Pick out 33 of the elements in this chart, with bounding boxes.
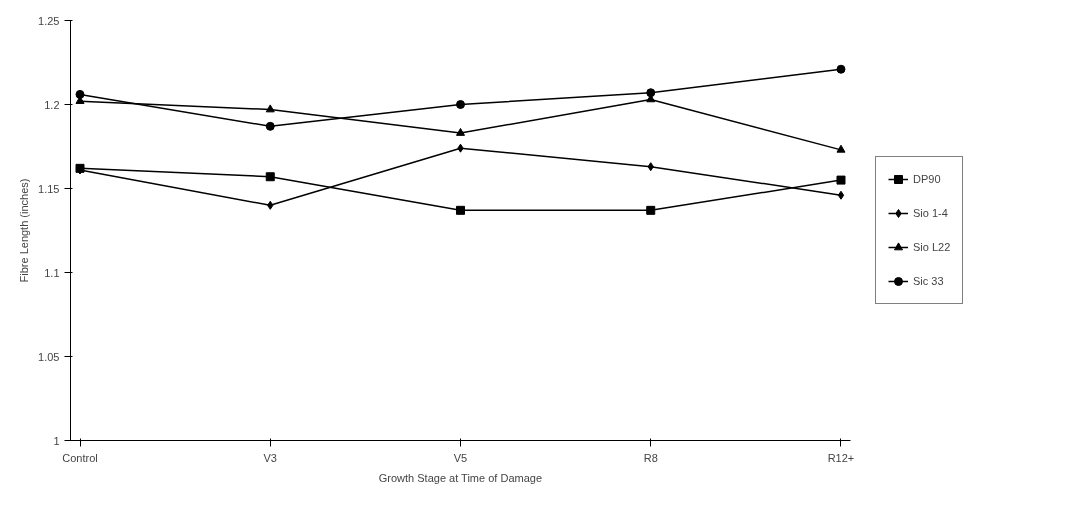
y-tick-label: 1.25 [38,14,60,27]
x-tick-label: V3 [263,451,277,464]
point [646,88,656,98]
point [836,144,846,153]
point [836,175,846,185]
y-tick-label: 1.05 [38,350,60,363]
point [457,143,464,153]
y-tick-label: 1.15 [38,182,60,195]
x-tick-label: R12+ [827,451,855,464]
point [265,172,275,182]
point [75,89,85,99]
legend-label: DP90 [913,173,941,185]
legend-label: Sic 33 [913,275,944,287]
x-axis-title: Growth Stage at Time of Damage [378,471,543,484]
point [647,162,654,172]
legend-label: Sio L22 [913,241,951,253]
point [456,127,465,136]
x-tick-label: Control [62,451,98,464]
y-axis-title: Fibre Length (inches) [18,178,31,283]
point [837,190,845,200]
point [265,121,275,131]
point [265,104,275,113]
y-tick-label: 1 [53,434,60,447]
legend-label: Sio 1-4 [913,207,948,219]
point [646,205,656,215]
point [267,200,274,210]
y-tick-label: 1.1 [44,266,60,279]
x-tick-label: V5 [453,451,468,464]
point [456,205,465,215]
x-tick-label: R8 [643,451,658,464]
y-tick-label: 1.2 [44,98,60,111]
point [456,100,465,109]
point [836,64,846,74]
